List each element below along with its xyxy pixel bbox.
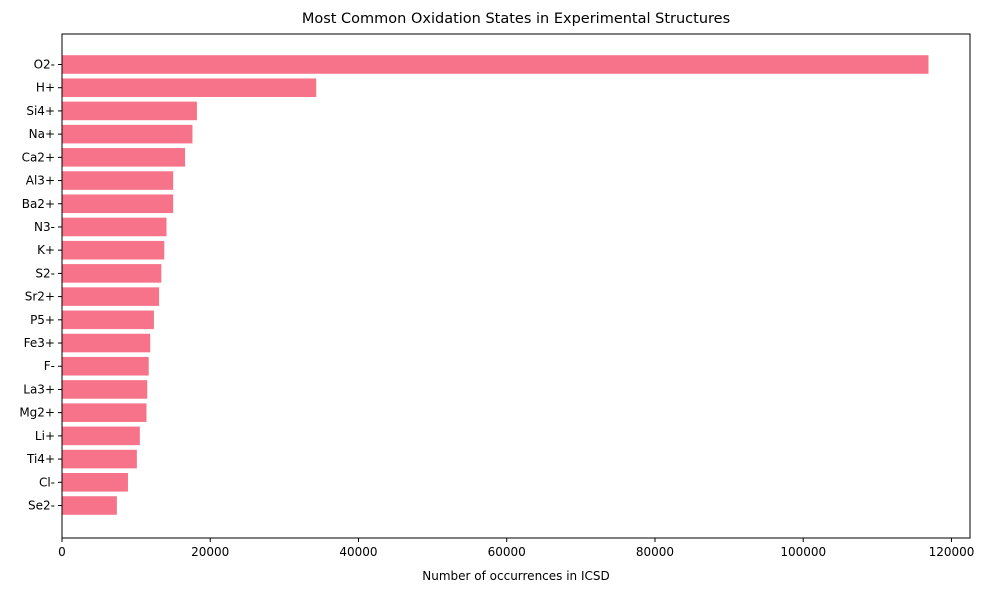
y-tick-label: N3- — [34, 220, 55, 234]
y-tick-label: H+ — [36, 81, 55, 95]
bar-Na+ — [62, 124, 193, 144]
y-tick-label: S2- — [35, 266, 55, 280]
bar-Ca2+ — [62, 148, 186, 167]
bar-Cl- — [62, 473, 128, 492]
bar-O2- — [62, 55, 929, 74]
x-axis-label: Number of occurrences in ICSD — [422, 569, 610, 583]
y-tick-label: F- — [44, 359, 55, 373]
y-tick-label: K+ — [37, 243, 55, 257]
y-tick-label: Li+ — [35, 429, 55, 443]
y-tick-label: La3+ — [23, 382, 55, 396]
y-tick-label: Se2- — [28, 499, 55, 513]
bar-S2- — [62, 264, 162, 283]
x-tick-label: 60000 — [488, 545, 526, 559]
bar-Sr2+ — [62, 287, 160, 306]
y-tick-label: Al3+ — [26, 174, 55, 188]
x-tick-label: 80000 — [636, 545, 674, 559]
y-tick-label: Mg2+ — [19, 406, 55, 420]
x-tick-label: 0 — [58, 545, 66, 559]
bar-Ba2+ — [62, 194, 174, 214]
bars-group — [62, 55, 929, 515]
y-tick-label: Ba2+ — [22, 197, 55, 211]
bar-Fe3+ — [62, 333, 151, 353]
bar-Se2- — [62, 496, 117, 515]
bar-Ti4+ — [62, 449, 137, 469]
bar-H+ — [62, 78, 317, 97]
bar-P5+ — [62, 310, 154, 330]
x-axis-ticks: 0 20000 40000 60000 80000 100000 120000 — [58, 538, 974, 559]
y-tick-label: Ca2+ — [22, 150, 55, 164]
bar-K+ — [62, 240, 165, 260]
y-tick-label: Fe3+ — [24, 336, 55, 350]
y-tick-label: Si4+ — [26, 104, 55, 118]
plot-frame — [61, 33, 971, 539]
y-tick-label: Sr2+ — [25, 290, 55, 304]
x-tick-label: 20000 — [191, 545, 229, 559]
bar-Li+ — [62, 426, 140, 446]
bar-La3+ — [62, 380, 148, 399]
y-axis-ticks: O2- H+ Si4+ Na+ Ca2+ Al3+ Ba2+ N3- K+ S2- Sr2+ P5+ F… — [19, 58, 62, 513]
y-tick-label: Cl- — [39, 475, 55, 489]
bar-Si4+ — [62, 101, 197, 121]
y-tick-label: Ti4+ — [26, 452, 55, 466]
bar-Mg2+ — [62, 403, 147, 422]
y-tick-label: Na+ — [29, 127, 55, 141]
x-tick-label: 100000 — [780, 545, 826, 559]
x-tick-label: 120000 — [929, 545, 975, 559]
bar-F- — [62, 356, 149, 376]
chart-title: Most Common Oxidation States in Experime… — [302, 11, 730, 27]
bar-Al3+ — [62, 171, 174, 190]
y-tick-label: P5+ — [30, 313, 55, 327]
bar-N3- — [62, 217, 167, 237]
x-tick-label: 40000 — [339, 545, 377, 559]
y-tick-label: O2- — [34, 58, 55, 72]
